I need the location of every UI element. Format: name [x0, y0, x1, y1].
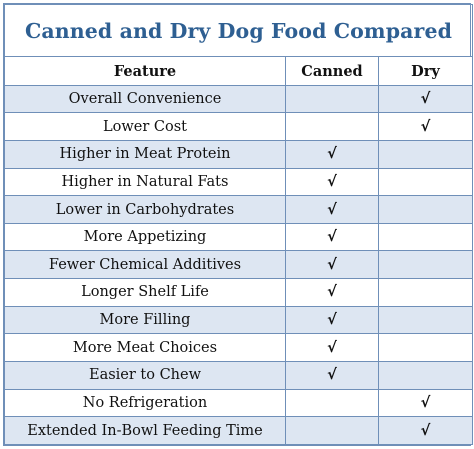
canned-check-cell: √	[285, 222, 379, 252]
comparison-table: Canned and Dry Dog Food Compared Feature…	[4, 3, 473, 445]
feature-cell: Longer Shelf Life	[4, 278, 286, 307]
canned-check-cell	[285, 388, 379, 418]
feature-cell: More Filling	[4, 305, 286, 335]
feature-cell: Easier to Chew	[4, 360, 286, 390]
table-row: Longer Shelf Life √	[4, 278, 473, 307]
canned-check-cell: √	[285, 250, 379, 280]
header-feature: Feature	[4, 56, 286, 86]
feature-cell: No Refrigeration	[4, 388, 286, 418]
feature-cell: More Meat Choices	[4, 333, 286, 362]
dry-check-cell	[378, 333, 473, 362]
canned-check-cell: √	[285, 305, 379, 335]
title-row: Canned and Dry Dog Food Compared	[4, 3, 473, 58]
feature-cell: Lower Cost	[4, 112, 286, 141]
canned-check-cell	[285, 112, 379, 141]
feature-cell: Higher in Meat Protein	[4, 139, 286, 169]
feature-cell: Lower in Carbohydrates	[4, 195, 286, 224]
canned-check-cell	[285, 84, 379, 114]
feature-cell: Fewer Chemical Additives	[4, 250, 286, 280]
table-title: Canned and Dry Dog Food Compared	[4, 3, 473, 58]
dry-check-cell: √	[378, 388, 473, 418]
canned-check-cell: √	[285, 360, 379, 390]
table-row: More Appetizing √	[4, 222, 473, 252]
canned-check-cell: √	[285, 195, 379, 224]
feature-cell: Higher in Natural Fats	[4, 167, 286, 197]
dry-check-cell	[378, 167, 473, 197]
header-canned: Canned	[285, 56, 379, 86]
table-row: More Meat Choices √	[4, 333, 473, 362]
dry-check-cell: √	[378, 416, 473, 445]
dry-check-cell	[378, 250, 473, 280]
canned-check-cell: √	[285, 278, 379, 307]
table-row: Fewer Chemical Additives √	[4, 250, 473, 280]
dry-check-cell	[378, 222, 473, 252]
dry-check-cell: √	[378, 84, 473, 114]
table-row: Extended In-Bowl Feeding Time √	[4, 416, 473, 445]
table-row: Easier to Chew √	[4, 360, 473, 390]
feature-cell: More Appetizing	[4, 222, 286, 252]
table-row: No Refrigeration √	[4, 388, 473, 418]
table-row: Higher in Natural Fats √	[4, 167, 473, 197]
dry-check-cell	[378, 305, 473, 335]
table-row: More Filling √	[4, 305, 473, 335]
canned-check-cell: √	[285, 139, 379, 169]
table-row: Higher in Meat Protein √	[4, 139, 473, 169]
dry-check-cell	[378, 360, 473, 390]
dry-check-cell	[378, 195, 473, 224]
table-row: Lower in Carbohydrates √	[4, 195, 473, 224]
canned-check-cell: √	[285, 167, 379, 197]
table-row: Lower Cost √	[4, 112, 473, 141]
canned-check-cell	[285, 416, 379, 445]
feature-cell: Extended In-Bowl Feeding Time	[4, 416, 286, 445]
canned-check-cell: √	[285, 333, 379, 362]
dry-check-cell	[378, 278, 473, 307]
header-dry: Dry	[378, 56, 473, 86]
table-row: Overall Convenience √	[4, 84, 473, 114]
dry-check-cell	[378, 139, 473, 169]
feature-cell: Overall Convenience	[4, 84, 286, 114]
comparison-table-container: Canned and Dry Dog Food Compared Feature…	[3, 3, 473, 446]
header-row: Feature Canned Dry	[4, 56, 473, 86]
dry-check-cell: √	[378, 112, 473, 141]
